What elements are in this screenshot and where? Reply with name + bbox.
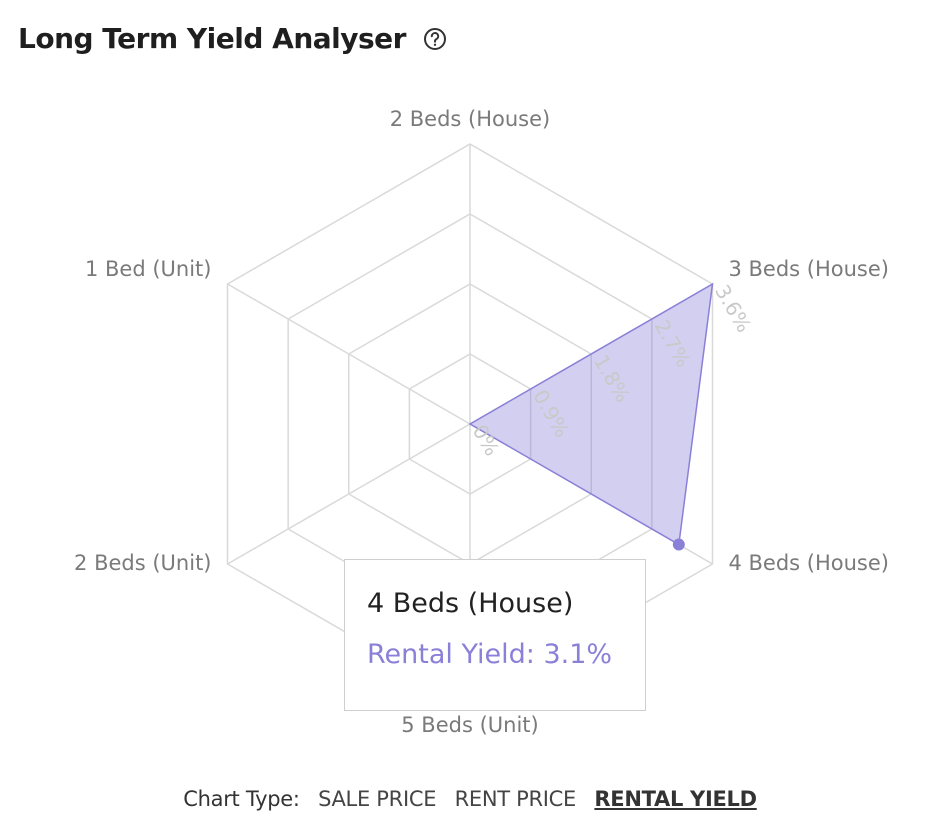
rental-yield-option[interactable]: RENTAL YIELD [594, 787, 757, 811]
header: Long Term Yield Analyser [18, 22, 448, 55]
page-title: Long Term Yield Analyser [18, 22, 406, 55]
tooltip-value: Rental Yield: 3.1% [367, 639, 613, 670]
axis-label: 3 Beds (House) [728, 257, 889, 281]
tooltip-title: 4 Beds (House) [367, 588, 574, 619]
data-point [672, 538, 685, 551]
axis-label: 1 Bed (Unit) [85, 257, 212, 281]
rent-price-option[interactable]: RENT PRICE [454, 787, 577, 811]
chart-type-label: Chart Type: [183, 787, 300, 811]
axis-label: 2 Beds (Unit) [74, 551, 211, 575]
axis-label: 4 Beds (House) [728, 551, 889, 575]
axis-label: 5 Beds (Unit) [401, 713, 538, 737]
chart-type-selector: Chart Type: SALE PRICE RENT PRICE RENTAL… [0, 787, 940, 811]
grid-spoke [227, 423, 471, 565]
series-area [468, 282, 714, 546]
axis-label: 2 Beds (House) [390, 107, 551, 131]
tick-label: 3.6% [710, 281, 756, 337]
help-circle-icon[interactable] [422, 26, 448, 52]
grid-spoke [227, 283, 471, 425]
radar-chart: 0% 0.9%1.8%2.7%3.6% 2 Beds (House)3 Beds … [74, 107, 889, 737]
chart-tooltip: 4 Beds (House) Rental Yield: 3.1% [344, 559, 646, 711]
sale-price-option[interactable]: SALE PRICE [318, 787, 437, 811]
